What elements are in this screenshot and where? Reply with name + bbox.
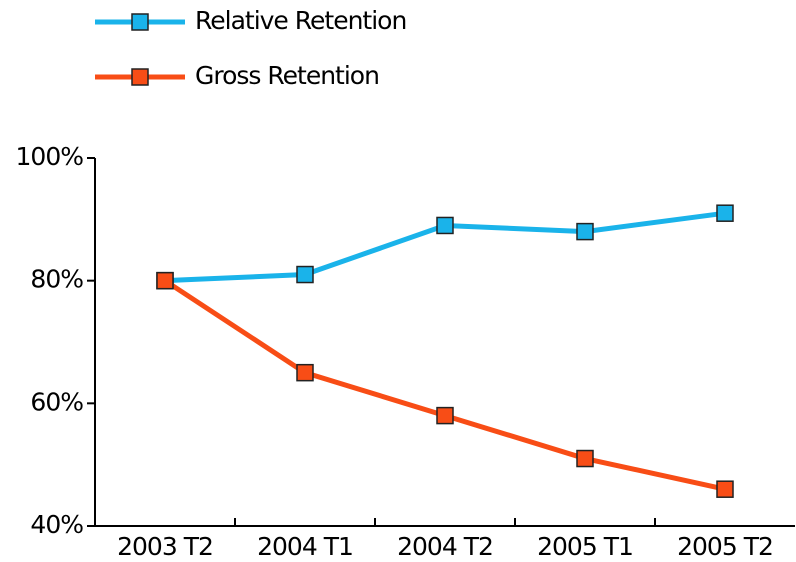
x-tick-label: 2003 T2 (117, 532, 213, 561)
legend-marker (131, 68, 149, 86)
x-tick-label: 2005 T2 (677, 532, 773, 561)
marker (576, 449, 594, 468)
y-tick-label: 60% (30, 387, 83, 416)
y-tick-label: 80% (30, 265, 83, 294)
legend-label: Relative Retention (195, 6, 406, 35)
marker (156, 271, 174, 290)
marker (436, 406, 454, 425)
y-tick-label: 100% (16, 142, 84, 171)
marker (436, 216, 454, 235)
x-tick-label: 2004 T2 (397, 532, 493, 561)
marker (296, 265, 314, 284)
x-tick-label: 2004 T1 (257, 532, 353, 561)
y-tick-label: 40% (30, 510, 83, 539)
series-line (163, 278, 726, 492)
x-tick-label: 2005 T1 (537, 532, 633, 561)
marker (716, 480, 734, 498)
legend-marker (131, 13, 149, 31)
marker (716, 204, 734, 222)
legend-label: Gross Retention (195, 61, 379, 90)
marker (296, 363, 314, 382)
marker (576, 222, 594, 241)
